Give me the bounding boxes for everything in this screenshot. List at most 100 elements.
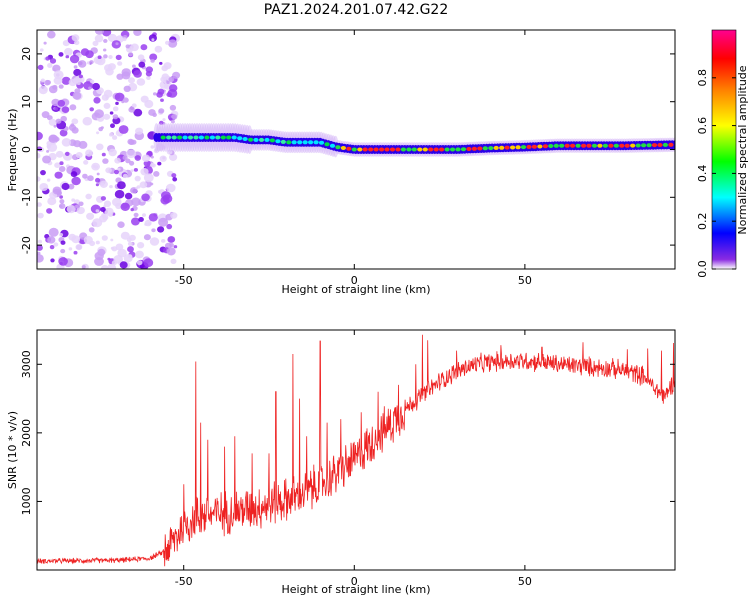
spectrogram-y-tick-label: -10 — [20, 188, 33, 206]
spectrogram-noise-cell — [78, 74, 83, 79]
spectrogram-marks — [37, 30, 675, 269]
spectrogram-peak-cell — [509, 145, 516, 150]
spectrogram-noise-cell — [114, 169, 119, 175]
spectrogram-noise-cell — [115, 202, 122, 210]
spectrogram-noise-cell — [158, 108, 165, 114]
snr-x-axis-label: Height of straight line (km) — [281, 583, 430, 596]
spectrogram-noise-cell — [99, 180, 108, 188]
spectrogram-noise-cell — [59, 205, 63, 208]
spectrogram-noise-cell — [143, 258, 154, 268]
spectrogram-noise-cell — [130, 208, 134, 212]
spectrogram-noise-cell — [172, 71, 181, 79]
spectrogram-noise-cell — [49, 245, 55, 250]
spectrogram-noise-cell — [172, 177, 178, 182]
spectrogram-noise-cell — [126, 149, 137, 159]
spectrogram-noise-cell — [54, 162, 61, 168]
spectrogram-noise-cell — [166, 247, 176, 256]
spectrogram-noise-cell — [71, 34, 80, 42]
spectrogram-peak-cell — [253, 137, 259, 142]
spectrogram-noise-cell — [92, 218, 103, 228]
colorbar-tick-label: 0.2 — [696, 212, 709, 230]
colorbar-tick-label: 0.8 — [696, 69, 709, 87]
spectrogram-peak-cell — [608, 143, 614, 148]
spectrogram-noise-cell — [157, 226, 165, 233]
spectrogram-peak-cell — [406, 147, 412, 152]
spectrogram-noise-cell — [43, 41, 47, 45]
spectrogram-noise-cell — [169, 104, 177, 111]
spectrogram-noise-cell — [173, 245, 178, 249]
spectrogram-noise-cell — [58, 257, 68, 266]
spectrogram-noise-cell — [109, 111, 114, 115]
spectrogram-peak-cell — [264, 137, 270, 142]
spectrogram-noise-cell — [103, 48, 107, 52]
spectrogram-noise-cell — [37, 64, 44, 71]
colorbar: 0.0 0.2 0.4 0.6 0.8 Normalized spectral ampl… — [696, 29, 749, 278]
snr-frame — [36, 329, 676, 571]
spectrogram-noise-cell — [132, 64, 136, 68]
spectrogram-noise-cell — [115, 54, 122, 61]
spectrogram-noise-cell — [110, 123, 115, 128]
spectrogram-noise-cell — [59, 199, 65, 204]
spectrogram-peak-cell — [439, 147, 445, 152]
spectrogram-noise-cell — [167, 236, 175, 243]
spectrogram-noise-cell — [134, 175, 141, 182]
spectrogram-noise-cell — [130, 169, 134, 173]
spectrogram-noise-cell — [78, 201, 84, 207]
spectrogram-noise-cell — [68, 124, 77, 131]
spectrogram-noise-cell — [61, 138, 72, 147]
spectrogram-noise-cell — [101, 235, 108, 241]
spectrogram-noise-cell — [47, 236, 56, 244]
spectrogram-noise-cell — [171, 173, 177, 178]
spectrogram-noise-cell — [150, 155, 154, 159]
spectrogram-noise-cell — [127, 241, 133, 246]
spectrogram-noise-cell — [122, 173, 128, 179]
spectrogram-noise-cell — [37, 212, 44, 219]
spectrogram-noise-cell — [76, 206, 85, 215]
spectrogram-noise-cell — [45, 80, 51, 85]
spectrogram-noise-cell — [150, 162, 155, 168]
spectrogram-noise-cell — [147, 222, 152, 226]
colorbar-tick-label: 0.4 — [696, 165, 709, 183]
spectrogram-peak-cell — [493, 145, 499, 150]
spectrogram-peak-cell — [613, 143, 619, 148]
spectrogram-peak-cell — [657, 143, 663, 147]
spectrogram-peak-cell — [662, 142, 669, 147]
spectrogram-peak-cell — [559, 143, 565, 148]
spectrogram-noise-cell — [94, 109, 104, 119]
spectrogram-noise-cell — [145, 66, 153, 73]
spectrogram-noise-cell — [149, 53, 158, 61]
spectrogram-peak-cell — [237, 136, 243, 141]
spectrogram-noise-cell — [73, 68, 82, 77]
spectrogram-noise-cell — [143, 234, 151, 241]
spectrogram-noise-cell — [90, 79, 95, 84]
spectrogram-peak-cell — [362, 147, 368, 152]
spectrogram-noise-cell — [102, 158, 109, 164]
spectrogram-noise-cell — [111, 260, 117, 266]
spectrogram-noise-cell — [102, 30, 112, 37]
spectrogram-noise-cell — [46, 115, 53, 121]
colorbar-gradient — [712, 30, 736, 269]
spectrogram-peak-cell — [515, 145, 521, 150]
spectrogram-noise-cell — [59, 195, 63, 199]
spectrogram-noise-cell — [169, 242, 174, 248]
spectrogram-noise-cell — [103, 200, 112, 208]
spectrogram-noise-cell — [143, 173, 154, 183]
spectrogram-noise-cell — [169, 117, 173, 121]
spectrogram-noise-cell — [42, 155, 52, 164]
spectrogram-noise-cell — [162, 194, 173, 204]
spectrogram-noise-cell — [74, 205, 79, 209]
spectrogram-noise-cell — [55, 150, 64, 158]
spectrogram-noise-cell — [117, 61, 123, 66]
spectrogram-noise-cell — [37, 202, 42, 207]
spectrogram-noise-cell — [69, 104, 77, 111]
spectrogram-noise-cell — [170, 212, 178, 219]
colorbar-tick-label: 0.6 — [696, 117, 709, 135]
spectrogram-peak-cell — [597, 143, 603, 148]
spectrogram-peak-cell — [455, 147, 461, 152]
spectrogram-noise-cell — [60, 115, 67, 122]
spectrogram-peak-cell — [351, 147, 357, 152]
snr-series-line — [37, 334, 675, 567]
spectrogram-noise-cell — [139, 181, 148, 189]
spectrogram-noise-cell — [103, 102, 111, 109]
spectrogram-peak-cell — [313, 140, 319, 145]
